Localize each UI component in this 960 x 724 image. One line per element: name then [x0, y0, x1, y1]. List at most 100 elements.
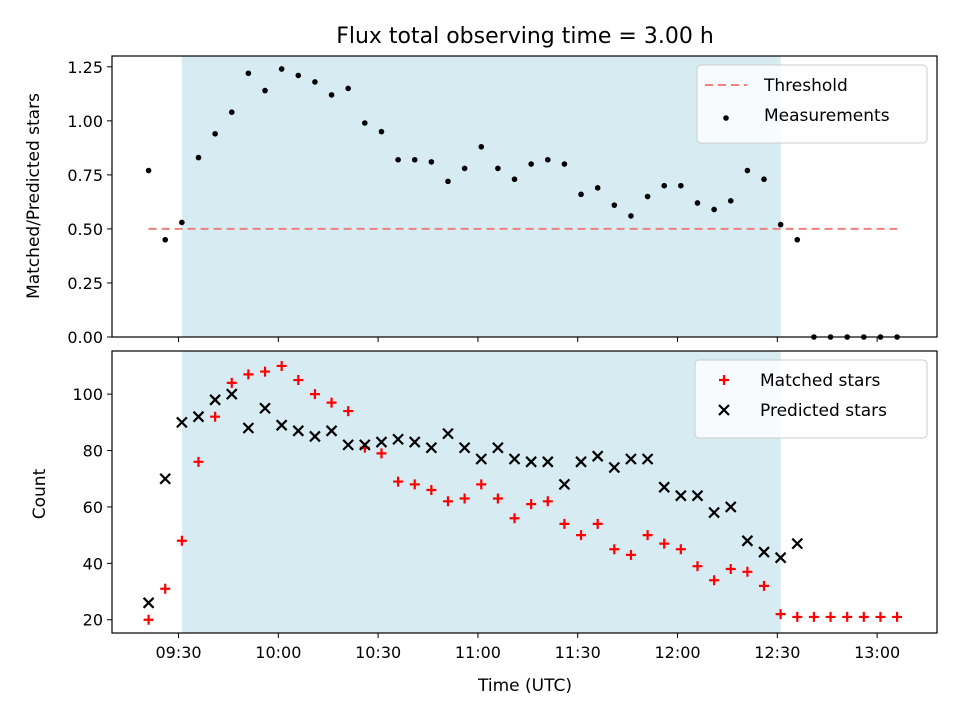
matched-star-point [892, 611, 903, 622]
matched-star-point [725, 563, 736, 574]
measurement-point [245, 70, 252, 77]
measurement-point [278, 66, 285, 72]
measurement-point [744, 167, 751, 174]
legend-predicted-swatch [718, 404, 730, 416]
legend-box [696, 64, 928, 144]
matched-star-point [625, 549, 636, 560]
x-tick-label: 10:00 [255, 643, 301, 662]
measurement-point [445, 178, 451, 185]
matched-star-point [459, 493, 470, 504]
predicted-star-point [508, 453, 521, 465]
predicted-star-point [242, 422, 255, 434]
y-tick-label: 1.00 [67, 112, 103, 131]
measurement-point [179, 219, 185, 226]
predicted-star-point [342, 439, 354, 451]
predicted-star-point [708, 506, 720, 519]
matched-star-point [808, 611, 819, 622]
predicted-star-point [591, 450, 604, 462]
predicted-star-point [325, 425, 338, 437]
y-tick-label: 0.25 [67, 274, 103, 293]
measurement-point [195, 154, 202, 161]
predicted-star-point [475, 453, 488, 465]
legend-matched-swatch [719, 375, 729, 385]
predicted-star-point [758, 546, 770, 558]
measurement-point [578, 191, 584, 198]
legend-label: Predicted stars [760, 401, 887, 421]
matched-star-point [243, 369, 254, 380]
matched-star-point [426, 485, 437, 496]
predicted-star-point [641, 453, 654, 465]
matched-star-point [775, 609, 786, 620]
predicted-star-point [359, 439, 371, 451]
matched-star-point [642, 530, 653, 541]
matched-star-point [858, 611, 869, 622]
measurement-point [794, 236, 801, 243]
matched-star-point [409, 479, 420, 490]
measurement-point [495, 165, 501, 172]
predicted-star-point [724, 501, 737, 513]
matched-star-point [659, 538, 670, 549]
predicted-star-point [442, 427, 454, 440]
x-tick-label: 11:30 [555, 643, 601, 662]
predicted-star-point [292, 425, 305, 437]
matched-star-point [176, 535, 187, 546]
legend: Threshold Measurements [696, 64, 928, 144]
y-tick-label: 20 [83, 611, 103, 630]
matched-star-point [309, 389, 320, 400]
measurement-point [561, 161, 568, 167]
matched-star-point [875, 611, 886, 622]
matched-star-point [293, 375, 304, 386]
panel-count: 20 40 60 80 100 09:30 10:00 10:30 11:00 11:30 12:0… [72, 350, 938, 662]
bottom-y-axis-label: Count [30, 468, 50, 519]
y-tick-label: 0.50 [67, 220, 103, 239]
predicted-star-point [192, 410, 205, 423]
y-tick-label: 0.75 [67, 166, 103, 185]
predicted-star-point [691, 489, 704, 502]
measurement-point [478, 143, 485, 150]
matched-star-point [742, 566, 753, 577]
predicted-star-point [542, 456, 554, 468]
x-tick-label: 09:30 [155, 643, 201, 662]
y-tick-label: 60 [83, 498, 103, 517]
measurement-point [644, 193, 651, 200]
y-tick-label: 80 [83, 442, 103, 461]
predicted-star-point [425, 441, 438, 454]
series-plus [143, 360, 903, 625]
predicted-star-point [176, 416, 188, 429]
matched-star-point [609, 544, 620, 555]
measurement-point [428, 159, 435, 165]
predicted-star-point [209, 394, 221, 406]
predicted-star-point [492, 441, 504, 454]
measurement-point [678, 182, 684, 189]
matched-star-point [792, 611, 803, 622]
y-tick-label: 0.00 [67, 328, 103, 347]
matched-star-point [193, 456, 204, 467]
measurement-point [262, 87, 268, 94]
measurement-point [228, 109, 235, 115]
matched-star-point [509, 513, 520, 524]
chart-title: Flux total observing time = 3.00 h [336, 24, 714, 49]
predicted-star-point [259, 402, 271, 415]
measurement-point [694, 200, 701, 206]
x-tick-label: 13:00 [854, 643, 900, 662]
matched-star-point [442, 496, 453, 507]
matched-star-point [759, 580, 770, 591]
measurement-point [461, 165, 468, 172]
legend-measurement-swatch [723, 115, 729, 121]
measurement-point [594, 185, 601, 191]
predicted-star-point [309, 430, 321, 443]
matched-star-point [476, 479, 487, 490]
matched-star-point [343, 406, 354, 417]
matched-star-point [692, 561, 703, 572]
measurement-point [711, 206, 717, 213]
measurement-point [528, 161, 534, 167]
predicted-star-point [774, 551, 787, 564]
matched-star-point [260, 366, 271, 377]
measurement-point [395, 156, 401, 163]
measurement-point [727, 198, 734, 204]
x-axis-label: Time (UTC) [477, 676, 572, 696]
matched-star-point [210, 411, 221, 422]
series-cross [142, 388, 804, 609]
